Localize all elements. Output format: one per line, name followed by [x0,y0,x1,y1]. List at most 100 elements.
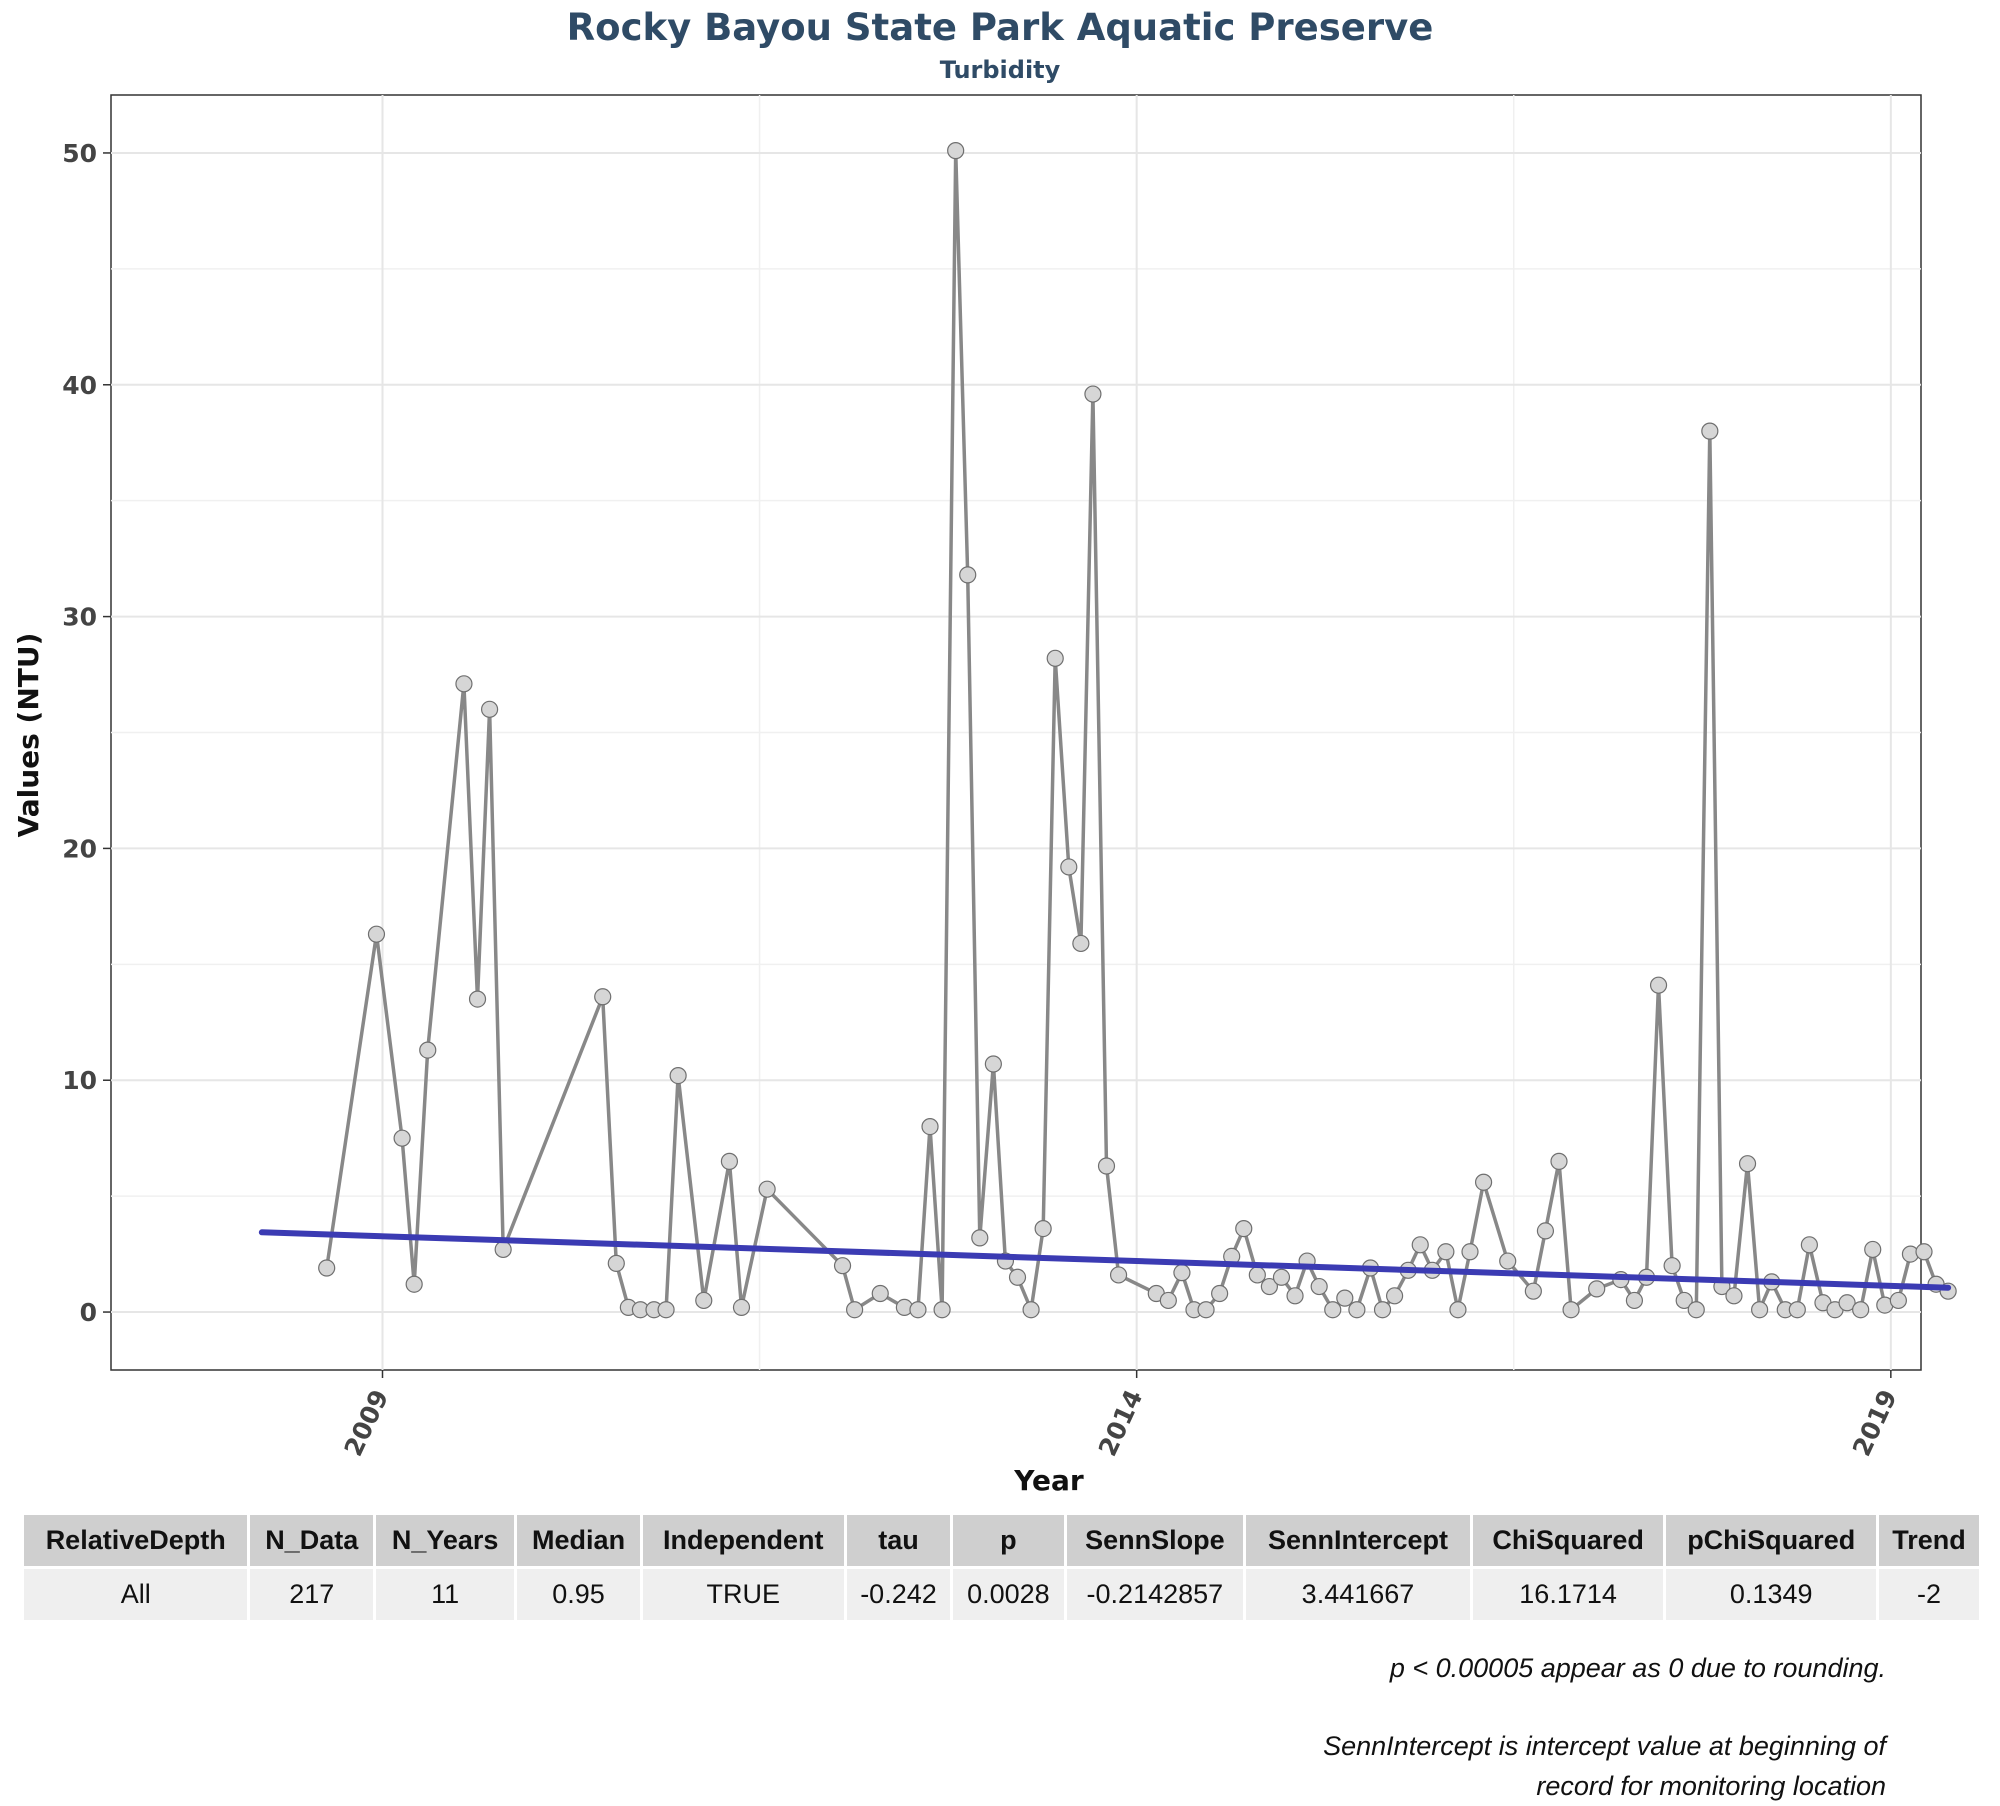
data-point [1702,423,1718,439]
y-tick-label: 0 [80,1298,97,1327]
data-point [1349,1302,1365,1318]
stats-cell: 0.95 [516,1568,642,1621]
stats-cell: 3.441667 [1245,1568,1472,1621]
turbidity-chart: 010203040502009 2014 2019 Year Values (NTU… [0,0,2000,1500]
stats-header-cell: SennSlope [1065,1515,1245,1568]
data-point [495,1241,511,1257]
data-point [595,989,611,1005]
data-point [658,1302,674,1318]
stats-header-cell: Median [516,1515,642,1568]
stats-cell: All [24,1568,249,1621]
stats-header-cell: N_Years [375,1515,516,1568]
data-point [1563,1302,1579,1318]
data-point [1438,1244,1454,1260]
data-point [1664,1258,1680,1274]
data-point [1651,977,1667,993]
data-point [1249,1267,1265,1283]
data-point [1160,1292,1176,1308]
stats-header-cell: tau [845,1515,951,1568]
data-point [1111,1267,1127,1283]
data-point [1236,1221,1252,1237]
x-tick-label: 2019 [1847,1385,1903,1460]
stats-cell: TRUE [641,1568,845,1621]
data-point [1010,1269,1026,1285]
data-point [456,676,472,692]
data-point [1551,1153,1567,1169]
data-point [1023,1302,1039,1318]
stats-header-cell: ChiSquared [1471,1515,1665,1568]
stats-cell: 0.0028 [952,1568,1065,1621]
stats-header-cell: Independent [641,1515,845,1568]
data-point [1626,1292,1642,1308]
data-point [985,1056,1001,1072]
data-point [1525,1283,1541,1299]
data-point [1589,1281,1605,1297]
data-point [910,1302,926,1318]
intercept-note-line-2: record for monitoring location [1266,1766,1886,1806]
data-point [872,1286,888,1302]
data-point [1212,1286,1228,1302]
y-tick-label: 40 [62,371,97,400]
stats-cell: -0.242 [845,1568,951,1621]
data-point [696,1292,712,1308]
data-point [759,1181,775,1197]
data-point [608,1255,624,1271]
data-point [1073,935,1089,951]
data-point [1688,1302,1704,1318]
x-tick-label: 2014 [1093,1385,1149,1460]
data-point [670,1068,686,1084]
data-point [972,1230,988,1246]
stats-header-cell: pChiSquared [1665,1515,1878,1568]
data-point [1916,1244,1932,1260]
data-point [948,143,964,159]
data-point [1387,1288,1403,1304]
data-point [1287,1288,1303,1304]
stats-cell: 11 [375,1568,516,1621]
data-point [1061,859,1077,875]
data-point [922,1119,938,1135]
rounding-note: p < 0.00005 appear as 0 due to rounding. [1390,1648,1886,1688]
data-point [1337,1290,1353,1306]
data-point [319,1260,335,1276]
data-point [1853,1302,1869,1318]
data-point [1726,1288,1742,1304]
stats-header-cell: RelativeDepth [24,1515,249,1568]
data-point [1325,1302,1341,1318]
data-point [1752,1302,1768,1318]
y-tick-label: 30 [62,603,97,632]
data-point [1476,1174,1492,1190]
data-point [1801,1237,1817,1253]
data-point [406,1276,422,1292]
data-point [1865,1241,1881,1257]
intercept-note: SennIntercept is intercept value at begi… [1266,1726,1886,1806]
data-point [482,701,498,717]
data-point [1412,1237,1428,1253]
y-tick-label: 50 [62,139,97,168]
stats-table-header-row: RelativeDepth N_Data N_Years Median Independ… [24,1515,1981,1568]
data-point [1789,1302,1805,1318]
data-point [1035,1221,1051,1237]
intercept-note-line-1: SennIntercept is intercept value at begi… [1266,1726,1886,1766]
stats-cell: -0.2142857 [1065,1568,1245,1621]
data-point [1537,1223,1553,1239]
y-tick-label: 20 [62,834,97,863]
stats-cell: 0.1349 [1665,1568,1878,1621]
stats-cell: -2 [1878,1568,1981,1621]
data-point [1890,1292,1906,1308]
data-point [1500,1253,1516,1269]
data-point [1462,1244,1478,1260]
data-point [721,1153,737,1169]
x-axis-label: Year [1013,1464,1084,1497]
data-point [1174,1265,1190,1281]
data-point [420,1042,436,1058]
stats-header-cell: N_Data [249,1515,375,1568]
data-point [835,1258,851,1274]
data-point [1740,1156,1756,1172]
stats-table-body: All 217 11 0.95 TRUE -0.242 0.0028 -0.2142857 3.… [24,1568,1981,1621]
stats-cell: 16.1714 [1471,1568,1665,1621]
data-point [1450,1302,1466,1318]
stats-cell: 217 [249,1568,375,1621]
data-point [960,567,976,583]
x-tick-label: 2009 [339,1385,395,1460]
data-point [394,1130,410,1146]
